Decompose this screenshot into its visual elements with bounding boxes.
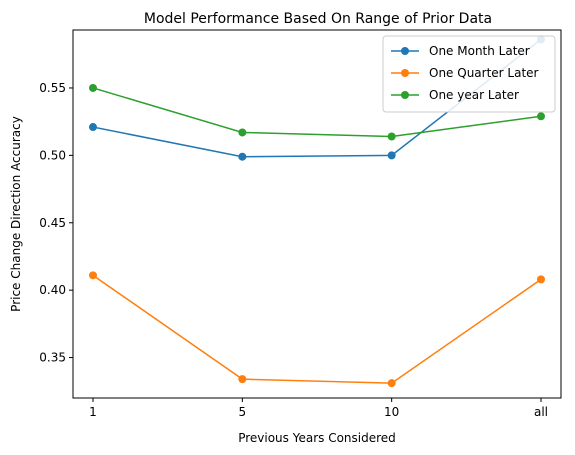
series-line-2	[92, 87, 542, 138]
data-point	[238, 152, 247, 161]
legend-label: One year Later	[429, 88, 519, 102]
legend-label: One Quarter Later	[429, 66, 539, 80]
y-axis-label: Price Change Direction Accuracy	[9, 116, 23, 312]
data-point	[238, 375, 247, 384]
legend-marker	[401, 91, 409, 99]
y-tick-label: 0.50	[39, 148, 66, 162]
series-line-1	[92, 274, 542, 384]
y-tick-label: 0.40	[39, 283, 66, 297]
data-point	[387, 151, 396, 160]
plot-frame	[72, 29, 562, 399]
x-tick-label: 10	[384, 405, 399, 419]
chart-title: Model Performance Based On Range of Prio…	[144, 11, 492, 27]
legend-label: One Month Later	[429, 44, 530, 58]
data-point	[537, 275, 545, 284]
data-point	[238, 128, 247, 137]
data-point	[89, 83, 97, 92]
x-axis-label: Previous Years Considered	[238, 431, 396, 445]
legend: One Month Later One Quarter Later One year…	[382, 35, 556, 113]
data-point	[387, 379, 396, 388]
x-tick-label: 5	[239, 405, 247, 419]
y-tick-label: 0.45	[39, 216, 66, 230]
y-tick-label: 0.55	[39, 81, 66, 95]
data-point	[89, 271, 97, 280]
data-point	[89, 123, 97, 132]
x-tick-label: all	[534, 405, 548, 419]
data-point	[387, 132, 396, 141]
y-tick-label: 0.35	[39, 351, 66, 365]
x-tick-label: 1	[89, 405, 97, 419]
data-point	[537, 112, 545, 121]
legend-marker	[401, 47, 409, 55]
legend-marker	[401, 69, 409, 77]
legend-box	[382, 35, 556, 113]
